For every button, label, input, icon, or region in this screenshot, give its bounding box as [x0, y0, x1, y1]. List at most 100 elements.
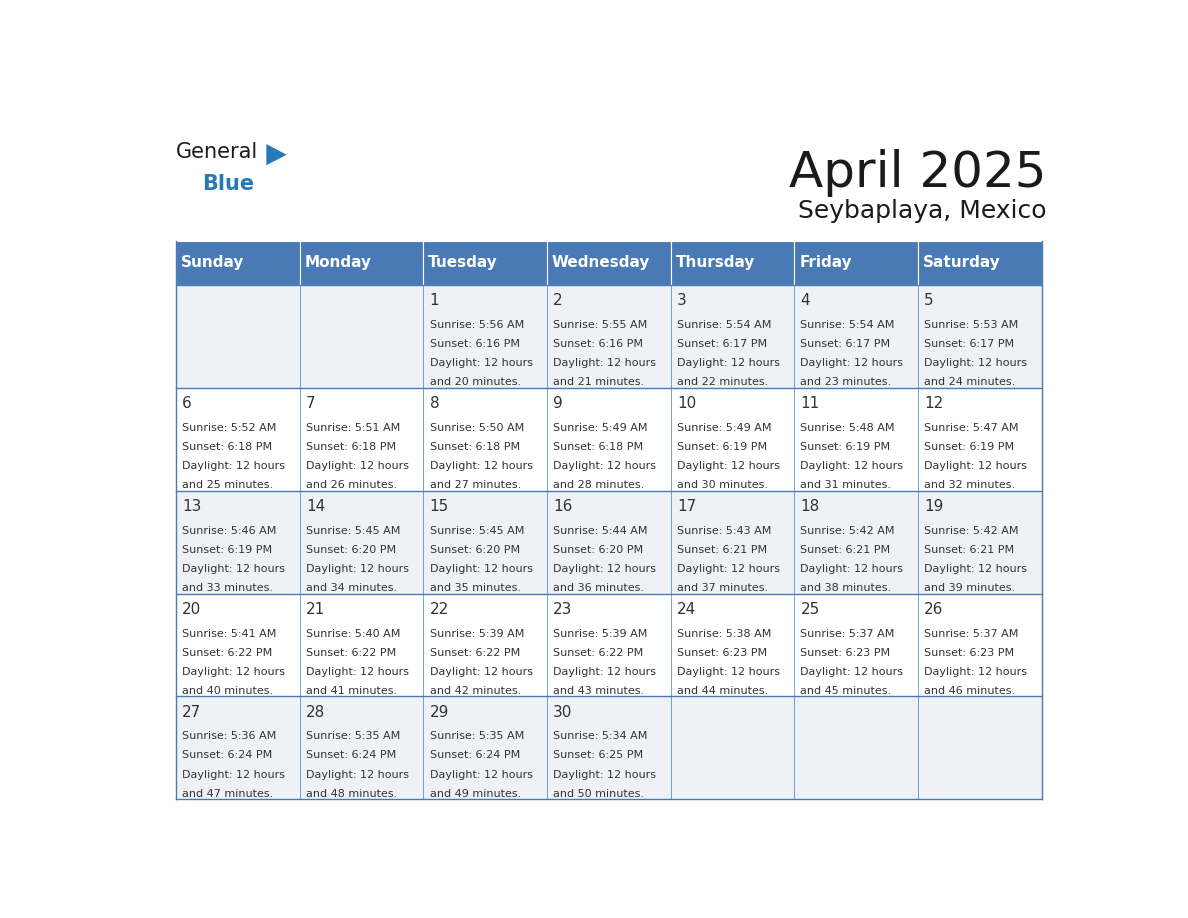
Text: Seybaplaya, Mexico: Seybaplaya, Mexico: [797, 198, 1047, 222]
Text: Sunset: 6:23 PM: Sunset: 6:23 PM: [677, 647, 767, 657]
Bar: [423, 241, 546, 285]
Text: Daylight: 12 hours: Daylight: 12 hours: [182, 769, 285, 779]
Bar: [176, 285, 1042, 387]
Bar: [671, 241, 795, 285]
Text: Daylight: 12 hours: Daylight: 12 hours: [554, 358, 656, 368]
Text: 15: 15: [430, 498, 449, 514]
Text: Daylight: 12 hours: Daylight: 12 hours: [307, 461, 409, 471]
Text: Daylight: 12 hours: Daylight: 12 hours: [801, 666, 904, 677]
Text: and 47 minutes.: and 47 minutes.: [182, 789, 273, 799]
Text: 17: 17: [677, 498, 696, 514]
Bar: [176, 594, 1042, 697]
Bar: [795, 241, 918, 285]
Text: and 39 minutes.: and 39 minutes.: [924, 583, 1016, 593]
Text: Sunrise: 5:46 AM: Sunrise: 5:46 AM: [182, 526, 277, 535]
Text: Sunset: 6:20 PM: Sunset: 6:20 PM: [307, 544, 396, 554]
Text: Sunrise: 5:55 AM: Sunrise: 5:55 AM: [554, 319, 647, 330]
Text: Daylight: 12 hours: Daylight: 12 hours: [307, 666, 409, 677]
Text: Sunset: 6:18 PM: Sunset: 6:18 PM: [307, 442, 396, 452]
Text: and 20 minutes.: and 20 minutes.: [430, 377, 520, 386]
Text: Sunrise: 5:42 AM: Sunrise: 5:42 AM: [924, 526, 1018, 535]
Text: 13: 13: [182, 498, 202, 514]
Text: and 44 minutes.: and 44 minutes.: [677, 686, 769, 696]
Bar: [546, 241, 671, 285]
Text: and 27 minutes.: and 27 minutes.: [430, 480, 520, 490]
Text: Sunset: 6:17 PM: Sunset: 6:17 PM: [677, 339, 767, 349]
Text: and 22 minutes.: and 22 minutes.: [677, 377, 769, 386]
Text: Sunset: 6:22 PM: Sunset: 6:22 PM: [182, 647, 272, 657]
Bar: [918, 241, 1042, 285]
Text: and 41 minutes.: and 41 minutes.: [307, 686, 397, 696]
Text: Sunrise: 5:35 AM: Sunrise: 5:35 AM: [430, 732, 524, 742]
Text: Sunrise: 5:50 AM: Sunrise: 5:50 AM: [430, 422, 524, 432]
Text: General: General: [176, 142, 258, 162]
Text: Sunrise: 5:43 AM: Sunrise: 5:43 AM: [677, 526, 771, 535]
Text: and 35 minutes.: and 35 minutes.: [430, 583, 520, 593]
Text: Daylight: 12 hours: Daylight: 12 hours: [677, 461, 779, 471]
Text: Sunrise: 5:44 AM: Sunrise: 5:44 AM: [554, 526, 647, 535]
Text: Wednesday: Wednesday: [552, 255, 650, 270]
Text: Sunrise: 5:37 AM: Sunrise: 5:37 AM: [801, 629, 895, 639]
Text: Daylight: 12 hours: Daylight: 12 hours: [430, 461, 532, 471]
Text: Daylight: 12 hours: Daylight: 12 hours: [677, 666, 779, 677]
Text: and 43 minutes.: and 43 minutes.: [554, 686, 644, 696]
Text: Daylight: 12 hours: Daylight: 12 hours: [430, 358, 532, 368]
Text: Sunset: 6:24 PM: Sunset: 6:24 PM: [182, 750, 272, 760]
Text: 25: 25: [801, 601, 820, 617]
Text: Sunrise: 5:51 AM: Sunrise: 5:51 AM: [307, 422, 400, 432]
Text: and 46 minutes.: and 46 minutes.: [924, 686, 1016, 696]
Text: Sunset: 6:25 PM: Sunset: 6:25 PM: [554, 750, 644, 760]
Text: Daylight: 12 hours: Daylight: 12 hours: [430, 666, 532, 677]
Text: Daylight: 12 hours: Daylight: 12 hours: [677, 564, 779, 574]
Text: Sunset: 6:21 PM: Sunset: 6:21 PM: [924, 544, 1015, 554]
Text: Sunset: 6:22 PM: Sunset: 6:22 PM: [554, 647, 644, 657]
Text: 11: 11: [801, 396, 820, 411]
Text: Sunset: 6:16 PM: Sunset: 6:16 PM: [554, 339, 643, 349]
Text: Daylight: 12 hours: Daylight: 12 hours: [182, 564, 285, 574]
Text: Sunset: 6:21 PM: Sunset: 6:21 PM: [677, 544, 767, 554]
Text: 30: 30: [554, 705, 573, 720]
Text: Sunrise: 5:54 AM: Sunrise: 5:54 AM: [677, 319, 771, 330]
Text: and 30 minutes.: and 30 minutes.: [677, 480, 767, 490]
Text: 2: 2: [554, 293, 563, 308]
Text: 4: 4: [801, 293, 810, 308]
Text: Sunset: 6:18 PM: Sunset: 6:18 PM: [430, 442, 519, 452]
Text: Sunset: 6:19 PM: Sunset: 6:19 PM: [924, 442, 1015, 452]
Text: 16: 16: [554, 498, 573, 514]
Text: 26: 26: [924, 601, 943, 617]
Text: and 32 minutes.: and 32 minutes.: [924, 480, 1016, 490]
Text: and 42 minutes.: and 42 minutes.: [430, 686, 520, 696]
Text: 23: 23: [554, 601, 573, 617]
Text: 19: 19: [924, 498, 943, 514]
Text: Sunrise: 5:37 AM: Sunrise: 5:37 AM: [924, 629, 1018, 639]
Text: Sunset: 6:19 PM: Sunset: 6:19 PM: [677, 442, 767, 452]
Text: Sunrise: 5:54 AM: Sunrise: 5:54 AM: [801, 319, 895, 330]
Text: and 34 minutes.: and 34 minutes.: [307, 583, 397, 593]
Text: Sunrise: 5:38 AM: Sunrise: 5:38 AM: [677, 629, 771, 639]
Text: Daylight: 12 hours: Daylight: 12 hours: [430, 564, 532, 574]
Polygon shape: [266, 144, 286, 165]
Text: Sunset: 6:22 PM: Sunset: 6:22 PM: [307, 647, 396, 657]
Text: Sunset: 6:16 PM: Sunset: 6:16 PM: [430, 339, 519, 349]
Text: Daylight: 12 hours: Daylight: 12 hours: [677, 358, 779, 368]
Text: Sunrise: 5:42 AM: Sunrise: 5:42 AM: [801, 526, 895, 535]
Text: and 25 minutes.: and 25 minutes.: [182, 480, 273, 490]
Text: Daylight: 12 hours: Daylight: 12 hours: [924, 358, 1028, 368]
Text: 5: 5: [924, 293, 934, 308]
Text: and 28 minutes.: and 28 minutes.: [554, 480, 644, 490]
Text: 12: 12: [924, 396, 943, 411]
Text: Blue: Blue: [202, 174, 254, 194]
Text: 9: 9: [554, 396, 563, 411]
Bar: [176, 387, 1042, 490]
Text: 7: 7: [307, 396, 316, 411]
Text: Sunrise: 5:36 AM: Sunrise: 5:36 AM: [182, 732, 277, 742]
Text: Daylight: 12 hours: Daylight: 12 hours: [801, 461, 904, 471]
Text: Sunset: 6:18 PM: Sunset: 6:18 PM: [554, 442, 644, 452]
Text: and 24 minutes.: and 24 minutes.: [924, 377, 1016, 386]
Text: and 21 minutes.: and 21 minutes.: [554, 377, 644, 386]
Text: 22: 22: [430, 601, 449, 617]
Text: Daylight: 12 hours: Daylight: 12 hours: [307, 769, 409, 779]
Bar: [176, 697, 1042, 800]
Text: Sunrise: 5:39 AM: Sunrise: 5:39 AM: [430, 629, 524, 639]
Text: Sunset: 6:17 PM: Sunset: 6:17 PM: [801, 339, 891, 349]
